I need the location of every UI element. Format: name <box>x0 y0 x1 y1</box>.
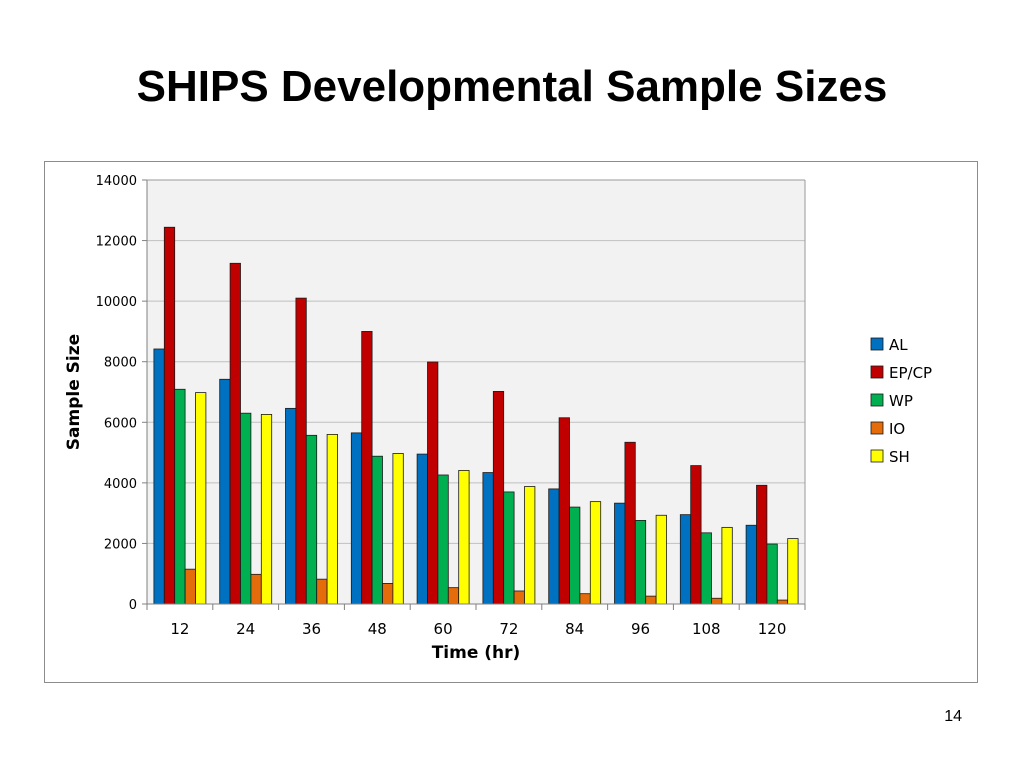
bar-wp <box>437 474 449 605</box>
legend-swatch <box>870 421 884 435</box>
bar-io <box>316 578 328 605</box>
bar-io <box>382 583 394 605</box>
bar-al <box>679 514 692 605</box>
legend-label: IO <box>889 420 905 438</box>
bar-wp <box>174 388 186 605</box>
bar-wp <box>700 532 712 605</box>
bar-sh <box>589 501 602 605</box>
bar-ep-cp <box>624 441 636 605</box>
bar-wp <box>766 543 778 605</box>
bar-sh <box>721 526 733 605</box>
bar-io <box>184 568 196 605</box>
axes <box>146 179 806 610</box>
bar-wp <box>305 434 318 605</box>
y-tick-label: 6000 <box>104 416 137 431</box>
bar-io <box>776 599 789 605</box>
x-tick-labels: 12 24 36 48 60 72 84 96 108 120 <box>170 620 786 638</box>
legend-label: SH <box>889 448 910 466</box>
bar-ep-cp <box>163 226 176 605</box>
x-tick-label: 72 <box>499 620 518 638</box>
bar-chart: 0 2000 4000 6000 8000 10000 12000 14000 12 24 36 4… <box>64 174 932 663</box>
bar-al <box>416 453 428 605</box>
bar-ep-cp <box>690 465 702 605</box>
bar-wp <box>634 520 647 605</box>
bar-io <box>513 590 525 605</box>
y-tick-labels: 0 2000 4000 6000 8000 10000 12000 14000 <box>96 174 137 613</box>
bar-sh <box>260 414 273 605</box>
legend: AL EP/CP WP IO SH <box>870 336 932 466</box>
legend-swatch <box>870 337 884 351</box>
bar-ep-cp <box>756 484 768 605</box>
bar-sh <box>458 470 470 605</box>
bar-wp <box>240 412 252 605</box>
x-tick-label: 108 <box>692 620 721 638</box>
bar-sh <box>392 453 404 605</box>
x-tick-label: 96 <box>631 620 650 638</box>
y-tick-label: 12000 <box>96 235 137 250</box>
bar-al <box>153 348 165 605</box>
bar-ep-cp <box>229 262 241 605</box>
bar-io <box>250 573 262 605</box>
bar-sh <box>195 392 207 605</box>
bar-io <box>579 593 591 605</box>
bar-ep-cp <box>492 390 505 605</box>
bar-al <box>219 378 231 605</box>
bar-wp <box>503 491 515 605</box>
legend-swatch <box>870 449 884 463</box>
bar-ep-cp <box>361 331 373 605</box>
bar-io <box>645 595 657 605</box>
x-tick-label: 36 <box>302 620 321 638</box>
bar-sh <box>524 486 536 605</box>
bar-wp <box>371 455 383 605</box>
x-tick-label: 48 <box>368 620 387 638</box>
bar-ep-cp <box>558 417 570 605</box>
y-tick-label: 4000 <box>104 477 137 492</box>
y-axis-title: Sample Size <box>64 334 84 450</box>
y-tick-label: 10000 <box>96 295 137 310</box>
bar-al <box>548 488 560 605</box>
x-tick-label: 12 <box>170 620 189 638</box>
y-tick-label: 8000 <box>104 356 137 371</box>
bar-sh <box>326 433 338 605</box>
y-tick-label: 14000 <box>96 174 137 189</box>
page-number: 14 <box>944 708 962 725</box>
legend-label: EP/CP <box>889 364 932 382</box>
chart-frame: 0 2000 4000 6000 8000 10000 12000 14000 12 24 36 4… <box>44 161 978 683</box>
bar-ep-cp <box>295 297 307 605</box>
bar-al <box>745 524 757 605</box>
y-tick-label: 0 <box>129 598 137 613</box>
bar-al <box>285 407 297 605</box>
x-tick-label: 24 <box>236 620 255 638</box>
x-tick-label: 120 <box>758 620 787 638</box>
legend-swatch <box>870 393 884 407</box>
bar-al <box>350 432 363 605</box>
bar-wp <box>569 506 581 605</box>
bar-al <box>482 472 494 605</box>
x-tick-label: 84 <box>565 620 584 638</box>
bar-ep-cp <box>427 361 439 605</box>
legend-swatch <box>870 365 884 379</box>
x-tick-label: 60 <box>434 620 453 638</box>
bar-al <box>614 502 626 605</box>
bar-sh <box>787 538 799 605</box>
legend-label: AL <box>889 336 908 354</box>
bar-io <box>447 587 460 605</box>
bar-io <box>711 597 723 605</box>
slide-title: SHIPS Developmental Sample Sizes <box>136 62 888 111</box>
y-tick-label: 2000 <box>104 537 137 552</box>
x-axis-title: Time (hr) <box>432 643 521 663</box>
legend-label: WP <box>889 392 913 410</box>
bar-sh <box>655 514 667 605</box>
